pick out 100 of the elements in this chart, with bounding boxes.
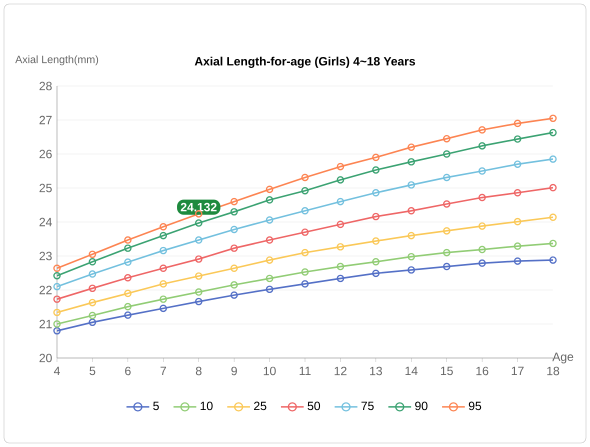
point (442, 200, 450, 208)
point (408, 232, 416, 240)
point (194, 298, 202, 306)
x-tick-label: 13 (370, 366, 382, 376)
x-tick-label: 18 (547, 366, 560, 376)
point (372, 258, 380, 266)
point (336, 262, 344, 270)
x-tick-label: 10 (264, 366, 276, 376)
x-tick-label: 4 (54, 366, 60, 375)
point (514, 135, 522, 143)
point (230, 198, 238, 206)
point (336, 176, 344, 184)
point (124, 274, 132, 282)
point (194, 219, 202, 227)
point (301, 174, 309, 182)
point (336, 274, 344, 282)
point (408, 143, 416, 151)
point (442, 134, 450, 142)
point (514, 242, 522, 250)
point (266, 186, 274, 194)
point (194, 272, 202, 280)
y-tick-label: 26 (40, 150, 52, 158)
point (160, 232, 168, 240)
point (230, 244, 238, 252)
point (372, 212, 380, 220)
point (230, 291, 238, 299)
y-tick-label: 24 (40, 218, 52, 226)
y-tick-label: 28 (40, 82, 52, 90)
legend-label: 95 (468, 402, 482, 410)
point (88, 250, 96, 258)
x-tick-label: 7 (160, 366, 166, 375)
y-tick-label: 20 (40, 354, 52, 362)
point (372, 166, 380, 174)
point (124, 258, 132, 266)
y-tick-label: 27 (40, 116, 52, 124)
point (478, 194, 486, 202)
legend-label: 90 (415, 402, 428, 410)
y-tick-label: 25 (40, 184, 52, 192)
x-tick-label: 6 (125, 366, 131, 376)
point (372, 154, 380, 162)
point (266, 216, 274, 224)
point (478, 222, 486, 230)
point (336, 162, 344, 170)
point (442, 262, 450, 270)
point (372, 189, 380, 196)
point (442, 227, 450, 235)
point (88, 318, 96, 326)
x-tick-label: 16 (476, 366, 488, 376)
point (160, 304, 168, 312)
point (336, 243, 344, 251)
point (124, 302, 132, 310)
point (88, 312, 96, 320)
point (478, 246, 486, 254)
point (88, 284, 96, 292)
point (408, 158, 416, 166)
point (442, 174, 450, 182)
point (88, 270, 96, 278)
point (88, 298, 96, 306)
point (478, 142, 486, 150)
point (372, 237, 380, 245)
point (88, 258, 96, 266)
point (514, 189, 522, 196)
x-tick-label: 12 (334, 366, 346, 376)
point (408, 252, 416, 260)
point (124, 244, 132, 252)
point (514, 160, 522, 168)
point (478, 259, 486, 267)
y-axis-title: Axial Length(mm) (15, 55, 98, 66)
point (478, 167, 486, 175)
point (301, 207, 309, 215)
legend-label: 5 (153, 402, 159, 410)
x-tick-label: 9 (231, 366, 237, 376)
point (266, 196, 274, 204)
point (160, 295, 168, 303)
point (442, 248, 450, 256)
point (408, 181, 416, 189)
point (514, 257, 522, 265)
x-tick-label: 17 (512, 366, 524, 375)
point (372, 270, 380, 278)
legend-label: 75 (361, 402, 374, 410)
x-axis-title: Age (552, 352, 574, 364)
y-tick-label: 21 (40, 320, 52, 328)
x-tick-label: 5 (90, 366, 96, 376)
point (124, 236, 132, 244)
annotation: 24.132 (180, 202, 217, 212)
point (301, 248, 309, 256)
point (124, 311, 132, 319)
point (230, 281, 238, 289)
x-tick-label: 11 (300, 366, 311, 375)
point (301, 186, 309, 194)
x-tick-label: 8 (196, 366, 202, 376)
point (301, 280, 309, 288)
point (266, 286, 274, 294)
point (408, 266, 416, 274)
point (160, 264, 168, 272)
legend-label: 10 (200, 402, 213, 410)
point (194, 236, 202, 244)
y-tick-label: 22 (40, 286, 52, 294)
point (160, 246, 168, 254)
point (514, 120, 522, 128)
